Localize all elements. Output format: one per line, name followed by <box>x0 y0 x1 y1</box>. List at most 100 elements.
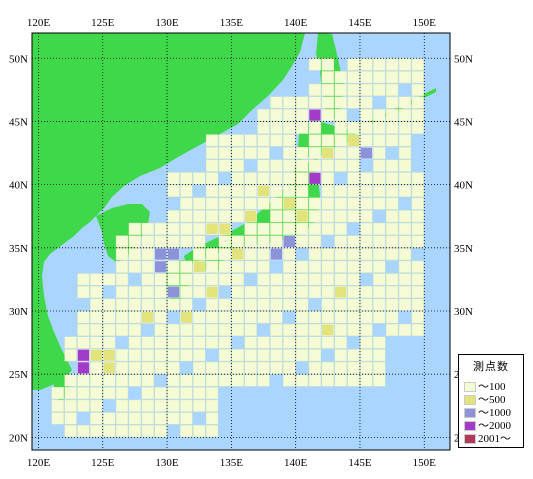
survey-cell <box>128 260 142 273</box>
survey-cell <box>231 172 244 185</box>
survey-cell <box>398 298 412 311</box>
survey-cell <box>193 311 206 324</box>
survey-cell <box>141 286 154 299</box>
survey-cell <box>141 412 154 425</box>
survey-cell <box>308 134 322 147</box>
survey-cell <box>295 235 309 248</box>
survey-cell <box>334 159 347 172</box>
survey-cell <box>308 83 322 96</box>
survey-cell <box>205 323 219 336</box>
survey-cell <box>270 210 283 223</box>
survey-cell <box>141 349 154 362</box>
survey-cell <box>167 235 180 248</box>
survey-cell <box>257 235 270 248</box>
survey-cell <box>103 336 116 349</box>
survey-cell <box>231 260 244 273</box>
survey-cell <box>360 197 373 210</box>
legend-swatch <box>464 408 476 418</box>
survey-cell <box>334 349 347 362</box>
survey-cell <box>257 222 270 235</box>
survey-cell <box>373 349 386 362</box>
survey-cell <box>308 222 322 235</box>
survey-cell <box>347 298 360 311</box>
survey-cell <box>244 361 257 374</box>
survey-cell <box>193 197 206 210</box>
lat-label-right: 40N <box>454 180 473 192</box>
survey-cell <box>77 336 90 349</box>
survey-cell <box>90 387 103 400</box>
survey-cell <box>205 425 219 438</box>
survey-cell <box>360 134 373 147</box>
survey-cell <box>334 222 347 235</box>
survey-cell <box>244 349 257 362</box>
survey-cell <box>167 387 180 400</box>
survey-cell <box>128 336 142 349</box>
survey-cell <box>360 323 373 336</box>
survey-cell <box>205 273 219 286</box>
survey-cell <box>385 273 399 286</box>
survey-cell <box>231 147 244 160</box>
survey-cell <box>141 235 154 248</box>
lat-label-right: 30N <box>454 306 473 318</box>
survey-cell <box>295 273 309 286</box>
survey-cell <box>141 311 154 324</box>
survey-cell <box>77 374 90 387</box>
survey-cell <box>103 387 116 400</box>
survey-cell <box>283 286 296 299</box>
survey-cell <box>154 235 167 248</box>
survey-cell <box>295 222 309 235</box>
survey-cell <box>180 425 193 438</box>
survey-cell <box>103 412 116 425</box>
survey-cell <box>360 286 373 299</box>
survey-cell <box>347 83 360 96</box>
survey-cell <box>128 235 142 248</box>
survey-cell <box>218 235 232 248</box>
survey-cell <box>51 399 64 412</box>
survey-cell <box>360 260 373 273</box>
legend-item: ～500 <box>464 394 506 406</box>
survey-cell <box>270 184 283 197</box>
survey-cell <box>205 336 219 349</box>
survey-cell <box>398 109 412 122</box>
survey-cell <box>283 349 296 362</box>
survey-cell <box>205 412 219 425</box>
survey-cell <box>321 311 334 324</box>
survey-cell <box>360 83 373 96</box>
lat-label-right: 45N <box>454 116 473 128</box>
survey-cell <box>373 286 386 299</box>
survey-cell <box>334 235 347 248</box>
survey-cell <box>64 374 77 387</box>
survey-cell <box>231 159 244 172</box>
survey-cell <box>257 147 270 160</box>
survey-cell <box>205 172 219 185</box>
survey-cell <box>64 412 77 425</box>
survey-cell <box>347 349 360 362</box>
survey-cell <box>103 361 116 374</box>
survey-cell <box>115 286 129 299</box>
lon-label-top: 145E <box>348 17 372 29</box>
survey-cell <box>180 210 193 223</box>
survey-cell <box>385 184 399 197</box>
lon-label-bottom: 130E <box>155 457 179 469</box>
survey-cell <box>167 210 180 223</box>
survey-cell <box>115 298 129 311</box>
survey-cell <box>141 336 154 349</box>
survey-cell <box>295 172 309 185</box>
legend-label: ～100 <box>478 381 506 393</box>
survey-cell <box>360 121 373 134</box>
survey-cell <box>77 311 90 324</box>
survey-cell <box>77 323 90 336</box>
survey-cell <box>193 235 206 248</box>
survey-cell <box>115 311 129 324</box>
survey-cell <box>244 336 257 349</box>
survey-cell <box>154 361 167 374</box>
survey-cell <box>244 134 257 147</box>
survey-cell <box>385 172 399 185</box>
survey-cell <box>218 298 232 311</box>
survey-cell <box>64 425 77 438</box>
survey-cell <box>180 235 193 248</box>
survey-cell <box>218 222 232 235</box>
survey-cell <box>270 286 283 299</box>
survey-cell <box>141 273 154 286</box>
survey-cell <box>205 134 219 147</box>
